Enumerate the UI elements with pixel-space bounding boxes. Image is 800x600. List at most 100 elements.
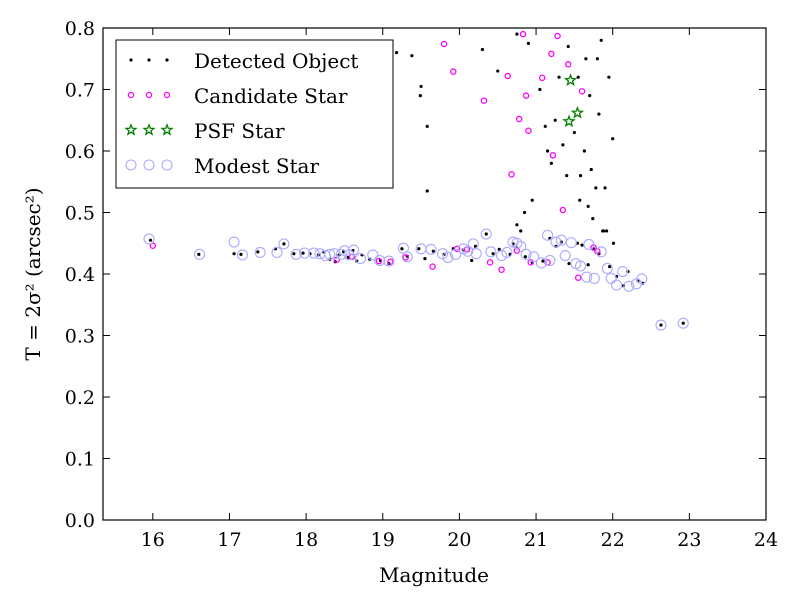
detected-object-point	[601, 229, 605, 233]
modest-star-point	[636, 273, 648, 285]
modest-star-point	[655, 319, 667, 331]
modest-star-point	[542, 229, 554, 241]
legend: Detected Object Candidate Star PSF Star Mod…	[115, 39, 394, 189]
y-tick-label: 0.0	[65, 510, 95, 532]
detected-object-point	[197, 252, 201, 256]
detected-object-point	[603, 186, 607, 190]
detected-object-point	[566, 44, 570, 49]
candidate-star-point	[429, 263, 436, 270]
detected-object-point	[410, 54, 414, 58]
detected-object-point	[545, 149, 550, 153]
candidate-star-point	[504, 72, 511, 80]
modest-star-point	[588, 272, 600, 284]
detected-object-point	[232, 252, 236, 256]
detected-object-point	[538, 87, 542, 92]
modest-star-point	[143, 233, 155, 245]
modest-star-point	[324, 248, 336, 260]
detected-object-point	[582, 149, 586, 153]
y-tick-label: 0.6	[65, 141, 95, 163]
x-tick-label: 16	[141, 529, 165, 551]
candidate-star-point	[387, 258, 394, 265]
modest-star-point	[555, 234, 567, 246]
psf-star-point	[562, 114, 576, 128]
detected-object-point	[595, 57, 599, 61]
legend-marker-candidate-star	[145, 91, 153, 99]
modest-star-point	[601, 262, 613, 275]
x-tick-label: 22	[601, 529, 625, 551]
detected-object-point	[480, 47, 485, 52]
modest-star-point	[470, 248, 482, 260]
detected-object-point	[239, 252, 243, 256]
detected-object-point	[530, 198, 534, 202]
detected-object-point	[418, 94, 422, 98]
detected-object-point	[578, 198, 582, 202]
candidate-star-point	[515, 115, 523, 123]
y-tick-label: 0.4	[65, 264, 95, 286]
legend-marker-psf-star	[142, 122, 156, 136]
candidate-star-point	[440, 40, 448, 48]
detected-object-point	[588, 94, 592, 98]
detected-object-point	[419, 84, 423, 89]
candidate-star-point	[559, 206, 567, 214]
legend-marker-detected-object	[129, 58, 133, 62]
modest-star-point	[520, 248, 532, 260]
detected-object-point	[572, 130, 576, 135]
psf-star-point	[570, 105, 585, 119]
detected-object-point	[608, 265, 612, 269]
detected-object-point	[292, 252, 296, 256]
modest-star-point	[236, 249, 249, 261]
legend-label-candidate-star: Candidate Star	[194, 84, 348, 108]
modest-star-point	[550, 236, 562, 248]
candidate-star-point	[525, 127, 532, 134]
detected-object-point	[578, 174, 583, 178]
candidate-star-point	[402, 254, 410, 261]
legend-label-modest-star: Modest Star	[194, 154, 319, 178]
modest-star-point	[348, 244, 360, 256]
candidate-star-point	[498, 266, 505, 273]
detected-object-point	[423, 257, 427, 261]
modest-star-point	[610, 279, 623, 291]
candidate-star-point	[508, 171, 515, 178]
x-tick-label: 21	[524, 529, 548, 551]
modest-star-point	[335, 248, 347, 260]
detected-object-point	[681, 321, 685, 325]
detected-object-point	[586, 263, 590, 267]
candidate-star-point	[527, 259, 534, 266]
candidate-star-point	[519, 30, 527, 38]
detected-object-point	[431, 249, 435, 253]
detected-object-point	[526, 41, 530, 45]
detected-object-point	[586, 204, 590, 208]
candidate-star-point	[522, 92, 530, 99]
detected-object-point	[470, 258, 474, 263]
candidate-star-point	[554, 32, 561, 40]
detected-object-point	[611, 241, 616, 245]
y-tick-label: 0.2	[65, 387, 95, 409]
candidate-star-point	[574, 274, 582, 281]
detected-object-point	[425, 124, 429, 128]
candidate-star-point	[549, 152, 557, 159]
modest-star-point	[228, 236, 240, 248]
modest-star-point	[595, 246, 607, 258]
modest-star-point	[254, 246, 266, 259]
modest-star-point	[480, 228, 492, 240]
x-tick-label: 17	[217, 529, 241, 551]
detected-object-point	[491, 252, 495, 256]
y-tick-label: 0.3	[65, 326, 95, 348]
modest-star-point	[515, 240, 527, 252]
detected-object-point	[519, 229, 523, 233]
detected-object-point	[497, 247, 501, 251]
detected-object-point	[589, 167, 593, 172]
detected-object-point	[400, 247, 404, 251]
modest-star-point	[501, 246, 513, 259]
detected-object-point	[584, 57, 588, 61]
legend-marker-detected-object	[165, 58, 169, 62]
modest-star-point	[617, 265, 629, 278]
y-tick-label: 0.8	[65, 18, 95, 40]
detected-object-point	[496, 69, 500, 73]
modest-star-point	[485, 246, 497, 258]
modest-star-point	[314, 248, 326, 260]
legend-label-detected-object: Detected Object	[194, 49, 358, 73]
legend-marker-psf-star	[160, 122, 174, 136]
x-axis-label: Magnitude	[379, 563, 489, 587]
modest-star-point	[528, 251, 540, 263]
